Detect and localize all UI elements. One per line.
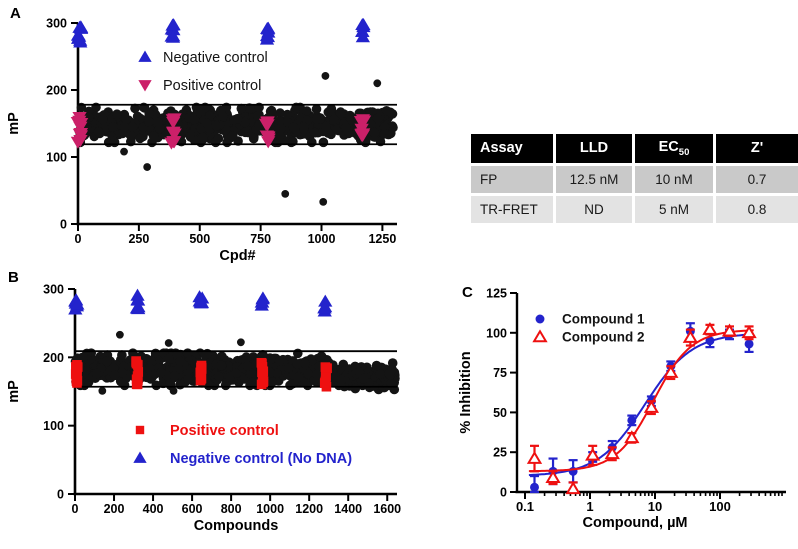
svg-text:0: 0 bbox=[57, 488, 64, 502]
svg-text:Compound, µM: Compound, µM bbox=[583, 515, 688, 531]
svg-text:200: 200 bbox=[43, 351, 64, 365]
svg-text:10: 10 bbox=[648, 499, 662, 514]
table-header-row: Assay LLD EC50 Z' bbox=[471, 134, 798, 163]
panel-c-axes: 0.1 1 10 100 0 25 50 75 100 125 Compound, µM % Inhi… bbox=[458, 287, 786, 531]
svg-text:100: 100 bbox=[486, 326, 507, 340]
svg-text:0: 0 bbox=[72, 502, 79, 516]
cell-ec50-fp: 10 nM bbox=[635, 165, 713, 193]
table-row-trfret: TR-FRET ND 5 nM 0.8 bbox=[471, 195, 798, 223]
cell-ec50-trfret: 5 nM bbox=[635, 195, 713, 223]
cell-lld-fp: 12.5 nM bbox=[556, 165, 632, 193]
svg-text:% Inhibition: % Inhibition bbox=[458, 351, 474, 433]
table-header-lld: LLD bbox=[556, 134, 632, 163]
svg-text:1400: 1400 bbox=[334, 502, 362, 516]
cell-assay-fp: FP bbox=[471, 165, 553, 193]
svg-text:Cpd#: Cpd# bbox=[219, 248, 255, 264]
svg-text:200: 200 bbox=[46, 84, 67, 98]
svg-text:100: 100 bbox=[709, 499, 731, 514]
svg-text:0.1: 0.1 bbox=[516, 499, 534, 514]
svg-text:0: 0 bbox=[75, 232, 82, 246]
cell-assay-trfret: TR-FRET bbox=[471, 195, 553, 223]
table-row-fp: FP 12.5 nM 10 nM 0.7 bbox=[471, 165, 798, 193]
panel-a-threshold-lines bbox=[78, 103, 397, 146]
svg-text:1200: 1200 bbox=[295, 502, 323, 516]
panel-c-svg: 0.1 1 10 100 0 25 50 75 100 125 Compound, µM % Inhi… bbox=[458, 284, 786, 531]
cell-lld-trfret: ND bbox=[556, 195, 632, 223]
panel-c-series-compound-2 bbox=[526, 321, 757, 495]
panel-b-threshold-lines bbox=[75, 350, 397, 388]
svg-text:100: 100 bbox=[46, 151, 67, 165]
svg-text:400: 400 bbox=[143, 502, 164, 516]
svg-text:Negative control (No DNA): Negative control (No DNA) bbox=[170, 451, 352, 467]
svg-text:C: C bbox=[462, 284, 473, 301]
svg-text:Compound 1: Compound 1 bbox=[562, 312, 645, 327]
panel-a-scatter-chart: 0 250 500 750 1000 1250 0 100 200 300 Cpd# mP A Negat… bbox=[0, 0, 450, 266]
svg-text:75: 75 bbox=[493, 366, 507, 380]
panel-b-series-compounds bbox=[70, 330, 400, 395]
panel-a-legend: Negative control Positive control bbox=[138, 50, 268, 94]
svg-text:0: 0 bbox=[500, 486, 507, 500]
svg-text:Compound 2: Compound 2 bbox=[562, 330, 645, 345]
svg-text:600: 600 bbox=[182, 502, 203, 516]
panel-b-series-positive-control bbox=[70, 356, 332, 392]
table-header-assay: Assay bbox=[471, 134, 553, 163]
svg-text:1600: 1600 bbox=[373, 502, 401, 516]
svg-text:Positive control: Positive control bbox=[163, 78, 261, 94]
table-header-zprime: Z' bbox=[716, 134, 798, 163]
svg-text:800: 800 bbox=[221, 502, 242, 516]
svg-text:750: 750 bbox=[250, 232, 271, 246]
svg-text:100: 100 bbox=[43, 419, 64, 433]
panel-b-series-negative-control-no-dna bbox=[68, 288, 333, 317]
assay-summary-table-wrap: Assay LLD EC50 Z' FP 12.5 nM 10 nM 0.7 T… bbox=[468, 131, 798, 226]
svg-text:1000: 1000 bbox=[256, 502, 284, 516]
svg-text:0: 0 bbox=[60, 218, 67, 232]
svg-text:1: 1 bbox=[586, 499, 593, 514]
svg-text:B: B bbox=[8, 269, 19, 286]
panel-a-series-positive-control bbox=[70, 111, 372, 150]
panel-b-axes: 0 200 400 600 800 1000 1200 1400 1600 0 100 200 300 C… bbox=[6, 283, 401, 535]
svg-text:250: 250 bbox=[128, 232, 149, 246]
panel-c-fit-compound-1 bbox=[528, 333, 754, 477]
svg-text:1000: 1000 bbox=[308, 232, 336, 246]
panel-c-series-compound-1 bbox=[528, 322, 754, 494]
panel-a-axes: 0 250 500 750 1000 1250 0 100 200 300 Cpd# mP bbox=[6, 17, 397, 264]
panel-b-scatter-chart: 0 200 400 600 800 1000 1200 1400 1600 0 100 200 300 C… bbox=[0, 266, 450, 549]
panel-b-svg: 0 200 400 600 800 1000 1200 1400 1600 0 100 200 300 C… bbox=[6, 269, 401, 535]
svg-text:Positive control: Positive control bbox=[170, 423, 279, 439]
panel-c-dose-response-chart: 0.1 1 10 100 0 25 50 75 100 125 Compound, µM % Inhi… bbox=[450, 270, 798, 549]
svg-text:25: 25 bbox=[493, 446, 507, 460]
cell-zprime-fp: 0.7 bbox=[716, 165, 798, 193]
svg-text:50: 50 bbox=[493, 406, 507, 420]
panel-a-svg: 0 250 500 750 1000 1250 0 100 200 300 Cpd# mP A Negat… bbox=[6, 5, 398, 264]
svg-text:200: 200 bbox=[104, 502, 125, 516]
cell-zprime-trfret: 0.8 bbox=[716, 195, 798, 223]
svg-text:300: 300 bbox=[46, 17, 67, 31]
svg-text:125: 125 bbox=[486, 287, 507, 301]
panel-c-fit-compound-2 bbox=[528, 329, 754, 473]
svg-text:Negative control: Negative control bbox=[163, 50, 268, 66]
svg-text:500: 500 bbox=[189, 232, 210, 246]
svg-text:A: A bbox=[10, 5, 21, 22]
svg-text:Compounds: Compounds bbox=[194, 518, 279, 534]
svg-text:mP: mP bbox=[6, 112, 22, 135]
table-header-ec50: EC50 bbox=[635, 134, 713, 163]
panel-b-legend: Positive control Negative control (No DNA… bbox=[133, 423, 352, 467]
panel-c-legend: Compound 1 Compound 2 bbox=[532, 312, 645, 345]
svg-text:mP: mP bbox=[6, 380, 22, 403]
panel-a-series-negative-control bbox=[70, 17, 371, 48]
assay-summary-table: Assay LLD EC50 Z' FP 12.5 nM 10 nM 0.7 T… bbox=[468, 131, 798, 226]
svg-text:300: 300 bbox=[43, 283, 64, 297]
svg-text:1250: 1250 bbox=[368, 232, 396, 246]
